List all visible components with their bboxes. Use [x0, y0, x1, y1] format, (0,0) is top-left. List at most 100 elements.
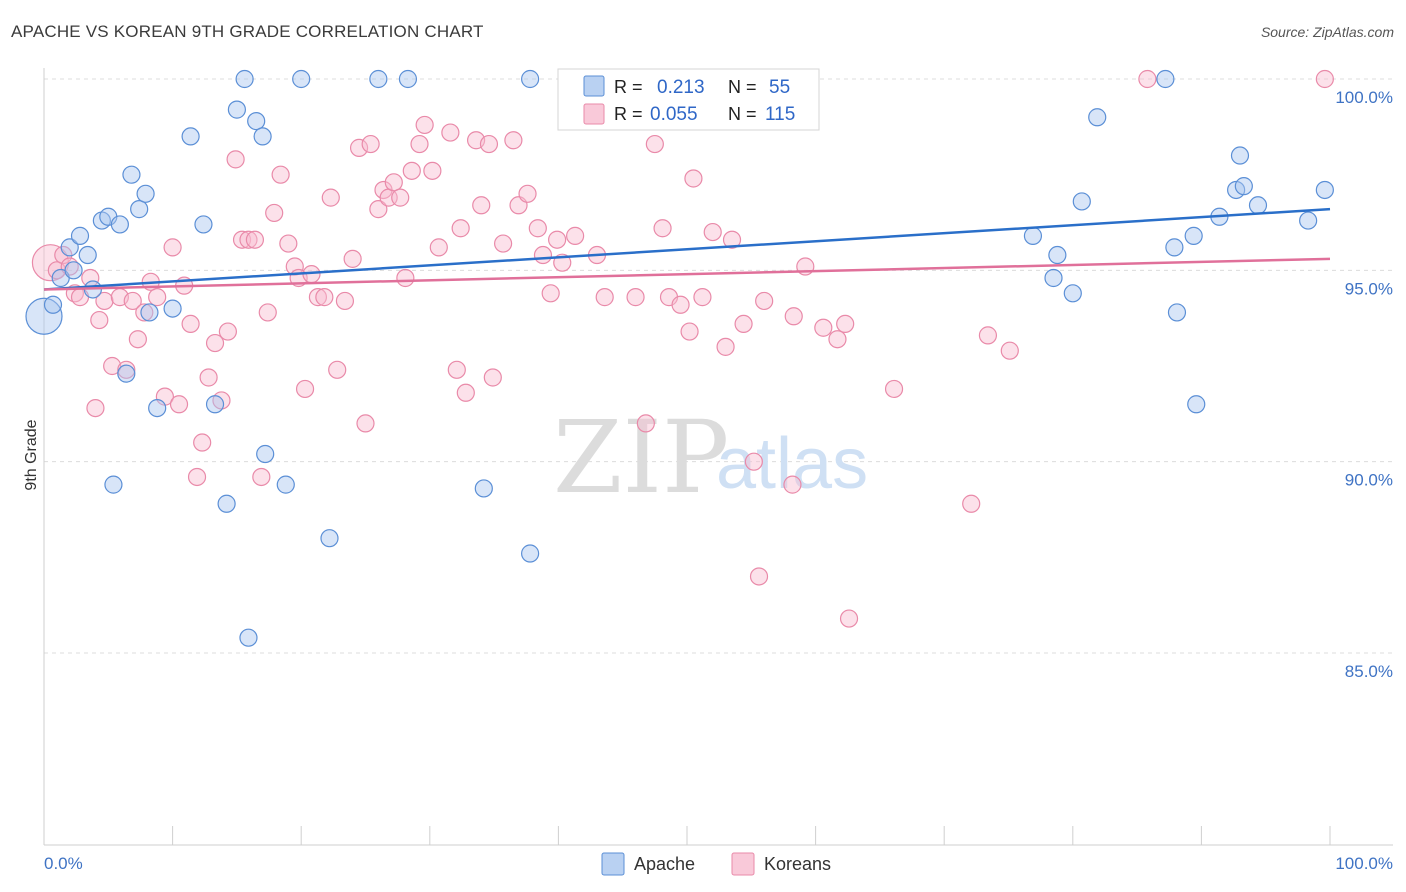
data-point-apache: [140, 303, 159, 322]
data-point-koreans: [103, 356, 122, 376]
data-point-apache: [194, 215, 213, 234]
data-point-koreans: [693, 288, 712, 307]
data-point-apache: [369, 69, 388, 89]
data-point-koreans: [528, 219, 547, 238]
data-point-koreans: [315, 288, 334, 307]
data-point-apache: [292, 69, 311, 89]
watermark-zip: ZIP: [553, 399, 729, 516]
data-point-apache: [1072, 192, 1091, 211]
data-point-apache: [1156, 69, 1175, 89]
legend-r-value-apache: 0.213: [657, 77, 705, 98]
data-point-koreans: [169, 395, 189, 414]
data-point-koreans: [504, 131, 523, 150]
data-point-apache: [1063, 284, 1082, 303]
data-point-koreans: [541, 284, 560, 303]
data-point-apache: [1299, 211, 1318, 230]
data-point-koreans: [978, 326, 998, 345]
y-tick-label: 100.0%: [1335, 88, 1393, 107]
data-point-koreans: [784, 307, 803, 326]
data-point-apache: [1167, 303, 1187, 322]
scatter-points: [25, 69, 1334, 647]
data-point-koreans: [308, 288, 328, 307]
data-point-koreans: [783, 475, 802, 494]
legend-n-label-koreans: N =: [728, 104, 757, 124]
data-point-koreans: [483, 368, 502, 387]
data-point-apache: [122, 165, 141, 184]
bottom-legend-label-koreans: Koreans: [764, 854, 831, 874]
y-tick-label: 95.0%: [1345, 279, 1393, 298]
data-point-apache: [163, 299, 182, 318]
y-tick-labels: 85.0% 90.0% 95.0% 100.0%: [1335, 88, 1393, 681]
data-point-koreans: [479, 134, 499, 154]
data-point-apache: [148, 398, 167, 418]
data-point-koreans: [321, 188, 340, 207]
watermark: ZIP atlas: [553, 399, 868, 516]
trend-line-apache: [43, 207, 1331, 291]
x-tick-label-max: 100.0%: [1335, 854, 1393, 873]
data-point-koreans: [349, 138, 369, 157]
data-point-koreans: [245, 230, 265, 249]
data-point-apache: [117, 364, 136, 383]
data-point-koreans: [205, 333, 225, 353]
data-point-apache: [474, 479, 493, 498]
data-point-koreans: [95, 291, 114, 311]
data-point-koreans: [31, 244, 70, 282]
data-point-koreans: [703, 222, 722, 242]
data-point-koreans: [755, 291, 774, 311]
data-point-koreans: [456, 383, 475, 402]
data-point-koreans: [626, 288, 645, 307]
data-point-koreans: [814, 318, 833, 337]
data-point-apache: [320, 529, 339, 548]
data-point-koreans: [384, 173, 403, 192]
data-point-koreans: [671, 295, 690, 314]
data-point-koreans: [369, 200, 388, 219]
data-point-koreans: [117, 360, 136, 379]
data-point-koreans: [836, 314, 855, 334]
legend-r-label-koreans: R =: [614, 104, 643, 124]
data-point-koreans: [441, 123, 460, 142]
data-point-koreans: [239, 230, 258, 249]
data-point-koreans: [828, 330, 847, 349]
data-point-koreans: [356, 414, 375, 433]
data-point-apache: [247, 111, 266, 131]
data-point-koreans: [884, 379, 904, 399]
data-point-koreans: [653, 219, 672, 238]
data-point-koreans: [123, 291, 142, 311]
gridlines: [44, 78, 1393, 654]
bottom-legend-swatch-koreans: [731, 852, 755, 876]
data-point-koreans: [595, 288, 614, 307]
data-point-koreans: [163, 238, 182, 257]
data-point-koreans: [135, 303, 154, 322]
bottom-legend-label-apache: Apache: [634, 854, 695, 874]
data-point-koreans: [343, 249, 362, 268]
legend-swatch-apache: [583, 75, 605, 97]
data-point-apache: [130, 200, 149, 219]
data-point-koreans: [232, 230, 252, 249]
legend-r-label-apache: R =: [614, 77, 643, 97]
data-point-koreans: [1315, 69, 1334, 89]
y-tick-label: 90.0%: [1345, 471, 1393, 490]
data-point-koreans: [1000, 341, 1019, 360]
x-tick-label-min: 0.0%: [44, 854, 83, 873]
data-point-koreans: [533, 245, 553, 265]
data-point-koreans: [566, 226, 585, 245]
data-point-koreans: [265, 203, 284, 223]
data-point-koreans: [199, 368, 218, 387]
data-point-koreans: [472, 196, 491, 215]
data-point-koreans: [226, 150, 245, 169]
data-point-apache: [1184, 226, 1203, 245]
series-legend: Apache Koreans: [601, 852, 831, 876]
data-point-apache: [1048, 245, 1067, 265]
data-point-koreans: [447, 360, 466, 379]
data-point-koreans: [749, 567, 769, 586]
data-point-koreans: [645, 134, 664, 154]
data-point-koreans: [86, 398, 105, 418]
data-point-apache: [398, 69, 418, 89]
data-point-koreans: [193, 433, 212, 452]
data-point-koreans: [429, 238, 448, 257]
data-point-apache: [1187, 395, 1206, 414]
data-point-koreans: [415, 115, 434, 135]
data-point-koreans: [396, 268, 415, 288]
data-point-apache: [1044, 268, 1063, 288]
